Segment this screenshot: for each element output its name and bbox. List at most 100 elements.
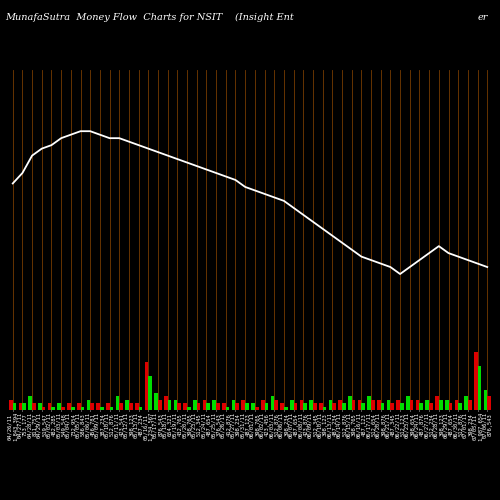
Bar [274, 400, 278, 410]
Bar [52, 406, 55, 410]
Bar [352, 400, 356, 410]
Bar [280, 403, 284, 410]
Bar [300, 400, 304, 410]
Bar [322, 406, 326, 410]
Bar [58, 403, 61, 410]
Bar [206, 403, 210, 410]
Bar [313, 403, 316, 410]
Bar [371, 400, 374, 410]
Bar [290, 400, 294, 410]
Bar [202, 400, 206, 410]
Bar [226, 406, 230, 410]
Bar [478, 366, 481, 410]
Bar [332, 403, 336, 410]
Bar [100, 406, 103, 410]
Bar [144, 362, 148, 410]
Bar [174, 400, 178, 410]
Bar [294, 403, 298, 410]
Bar [28, 396, 32, 410]
Text: er: er [477, 12, 488, 22]
Bar [138, 406, 142, 410]
Bar [135, 403, 138, 410]
Bar [284, 406, 288, 410]
Bar [245, 403, 249, 410]
Bar [386, 400, 390, 410]
Bar [390, 403, 394, 410]
Bar [184, 403, 187, 410]
Bar [464, 396, 468, 410]
Bar [445, 400, 448, 410]
Bar [116, 396, 119, 410]
Bar [168, 400, 172, 410]
Bar [410, 400, 414, 410]
Bar [439, 400, 442, 410]
Bar [468, 400, 471, 410]
Bar [484, 390, 488, 410]
Bar [32, 403, 36, 410]
Bar [129, 403, 132, 410]
Bar [426, 400, 429, 410]
Bar [242, 400, 245, 410]
Bar [42, 406, 45, 410]
Bar [9, 400, 13, 410]
Bar [377, 400, 380, 410]
Bar [178, 403, 181, 410]
Bar [396, 400, 400, 410]
Bar [90, 403, 94, 410]
Bar [12, 403, 16, 410]
Bar [406, 396, 410, 410]
Bar [429, 403, 433, 410]
Bar [400, 403, 404, 410]
Bar [110, 406, 114, 410]
Bar [362, 403, 365, 410]
Bar [148, 376, 152, 410]
Bar [193, 400, 196, 410]
Bar [474, 352, 478, 410]
Bar [264, 403, 268, 410]
Bar [261, 400, 264, 410]
Bar [164, 396, 168, 410]
Bar [22, 403, 26, 410]
Bar [196, 403, 200, 410]
Bar [71, 406, 74, 410]
Bar [380, 403, 384, 410]
Bar [126, 400, 129, 410]
Bar [19, 403, 22, 410]
Bar [61, 406, 65, 410]
Bar [488, 396, 491, 410]
Text: (Insight Ent: (Insight Ent [235, 12, 294, 22]
Bar [106, 403, 110, 410]
Bar [420, 403, 423, 410]
Bar [348, 396, 352, 410]
Bar [120, 403, 123, 410]
Bar [232, 400, 235, 410]
Bar [222, 403, 226, 410]
Bar [454, 400, 458, 410]
Bar [358, 400, 362, 410]
Bar [216, 403, 220, 410]
Bar [448, 403, 452, 410]
Bar [319, 403, 322, 410]
Bar [187, 406, 190, 410]
Bar [368, 396, 371, 410]
Bar [342, 403, 345, 410]
Text: MunafaSutra  Money Flow  Charts for NSIT: MunafaSutra Money Flow Charts for NSIT [5, 12, 222, 22]
Bar [48, 403, 51, 410]
Bar [236, 403, 239, 410]
Bar [158, 400, 162, 410]
Bar [458, 403, 462, 410]
Bar [80, 406, 84, 410]
Bar [416, 400, 420, 410]
Bar [270, 396, 274, 410]
Bar [154, 393, 158, 410]
Bar [212, 400, 216, 410]
Bar [77, 403, 80, 410]
Bar [38, 403, 42, 410]
Bar [255, 406, 258, 410]
Bar [251, 403, 255, 410]
Bar [86, 400, 90, 410]
Bar [96, 403, 100, 410]
Bar [304, 403, 307, 410]
Bar [338, 400, 342, 410]
Bar [328, 400, 332, 410]
